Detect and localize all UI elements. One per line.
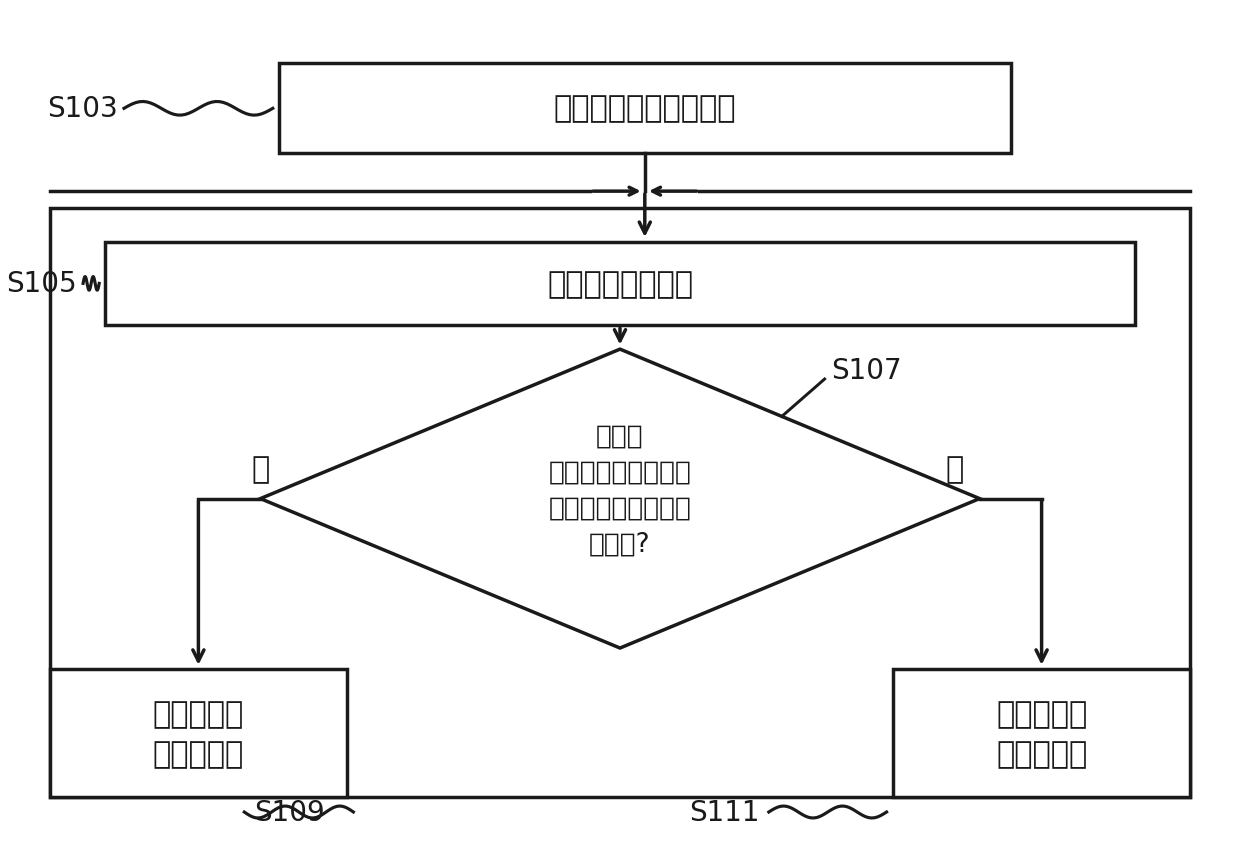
- Text: S103: S103: [47, 96, 118, 123]
- Text: 令电池电力
端进行充电: 令电池电力 端进行充电: [153, 699, 244, 769]
- Text: 实际的
负载用电功率是否高
于设定的负载目标用
电功率?: 实际的 负载用电功率是否高 于设定的负载目标用 电功率?: [548, 424, 692, 557]
- Text: 令电池电力
端进行放电: 令电池电力 端进行放电: [996, 699, 1087, 769]
- Bar: [279, 64, 1011, 154]
- Bar: [50, 670, 347, 798]
- Text: 设定负载目标用电功率: 设定负载目标用电功率: [553, 95, 737, 123]
- Text: S109: S109: [254, 798, 325, 826]
- Text: 是: 是: [946, 455, 963, 484]
- Bar: [50, 209, 1190, 798]
- Text: 否: 否: [252, 455, 269, 484]
- Text: S111: S111: [689, 798, 760, 826]
- Polygon shape: [260, 350, 980, 648]
- Text: 取得实时监控数据: 取得实时监控数据: [547, 270, 693, 299]
- Text: S107: S107: [831, 357, 901, 385]
- Bar: [105, 242, 1135, 326]
- Text: S105: S105: [6, 270, 77, 298]
- Bar: [893, 670, 1190, 798]
